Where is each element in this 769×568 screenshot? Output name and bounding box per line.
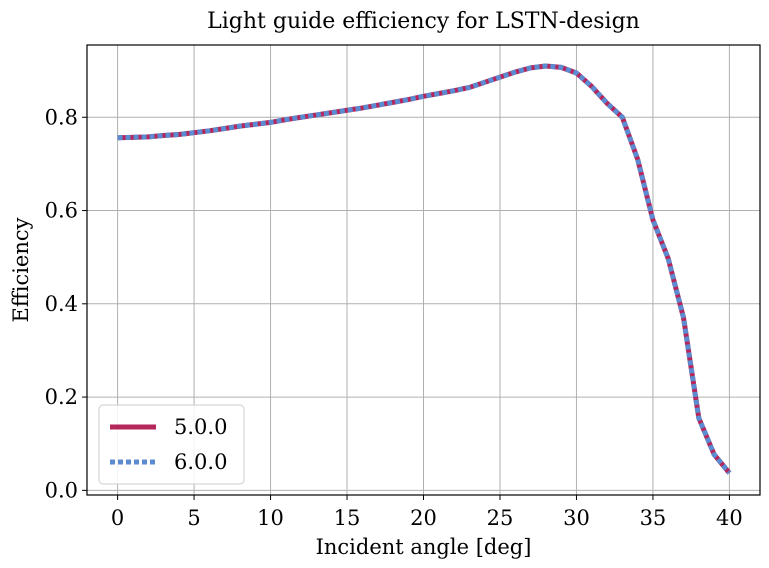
- x-tick-label: 35: [640, 506, 667, 530]
- legend: 5.0.0 6.0.0: [98, 404, 245, 485]
- y-tick-label: 0.6: [45, 199, 78, 223]
- x-tick-label: 30: [563, 506, 590, 530]
- tick-layer: 0 5 10 15 20 25 30 35 40 0.0 0.2 0.4 0.6 0.8: [45, 105, 743, 530]
- x-tick-label: 0: [111, 506, 124, 530]
- series-line-6.0.0: [117, 63, 732, 475]
- x-tick-label: 5: [187, 506, 200, 530]
- series-layer: [117, 63, 732, 475]
- x-axis-label: Incident angle [deg]: [316, 535, 532, 559]
- x-tick-label: 25: [487, 506, 514, 530]
- x-tick-label: 15: [334, 506, 361, 530]
- y-tick-label: 0.4: [45, 292, 78, 316]
- chart-title: Light guide efficiency for LSTN-design: [207, 9, 640, 34]
- y-tick-label: 0.0: [45, 478, 78, 502]
- y-tick-label: 0.2: [45, 385, 78, 409]
- y-tick-label: 0.8: [45, 105, 78, 129]
- legend-label-6.0.0: 6.0.0: [174, 450, 227, 474]
- grid-layer: [87, 45, 760, 495]
- y-axis-label: Efficiency: [9, 217, 33, 322]
- x-tick-label: 40: [716, 506, 743, 530]
- x-tick-label: 20: [410, 506, 437, 530]
- legend-label-5.0.0: 5.0.0: [174, 415, 227, 439]
- x-tick-label: 10: [257, 506, 284, 530]
